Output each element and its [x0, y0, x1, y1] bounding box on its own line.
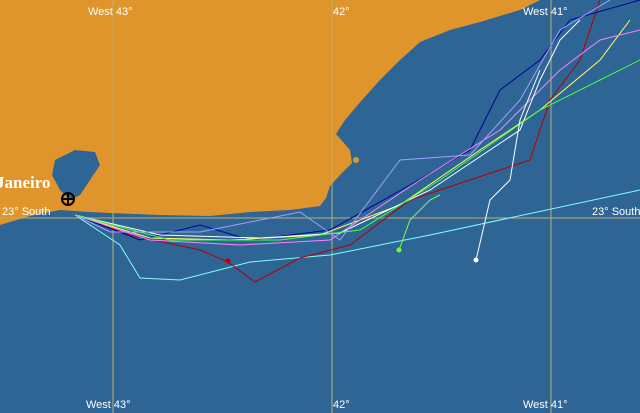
track — [74, 59, 640, 241]
longitude-label: West 41° — [523, 399, 568, 411]
bay — [52, 150, 100, 200]
longitude-label: West 41° — [523, 6, 568, 18]
latitude-label: 23° South — [2, 206, 50, 218]
track — [398, 194, 441, 251]
city-label: Janeiro — [0, 173, 50, 192]
track — [74, 19, 581, 239]
city-marker — [61, 192, 75, 206]
longitude-label: 42° — [333, 6, 350, 18]
boat — [473, 257, 479, 263]
land — [0, 0, 540, 225]
boat — [225, 258, 231, 264]
track — [74, 0, 611, 241]
track — [74, 0, 601, 283]
longitude-label: West 43° — [86, 399, 131, 411]
track — [475, 69, 541, 261]
latitude-label: 23° South — [592, 206, 640, 218]
island — [412, 35, 418, 41]
island — [353, 157, 359, 163]
tracks — [74, 0, 640, 283]
longitude-label: 42° — [333, 399, 350, 411]
track — [74, 189, 640, 281]
longitude-label: West 43° — [88, 6, 133, 18]
track — [74, 29, 640, 246]
boat — [396, 247, 402, 253]
